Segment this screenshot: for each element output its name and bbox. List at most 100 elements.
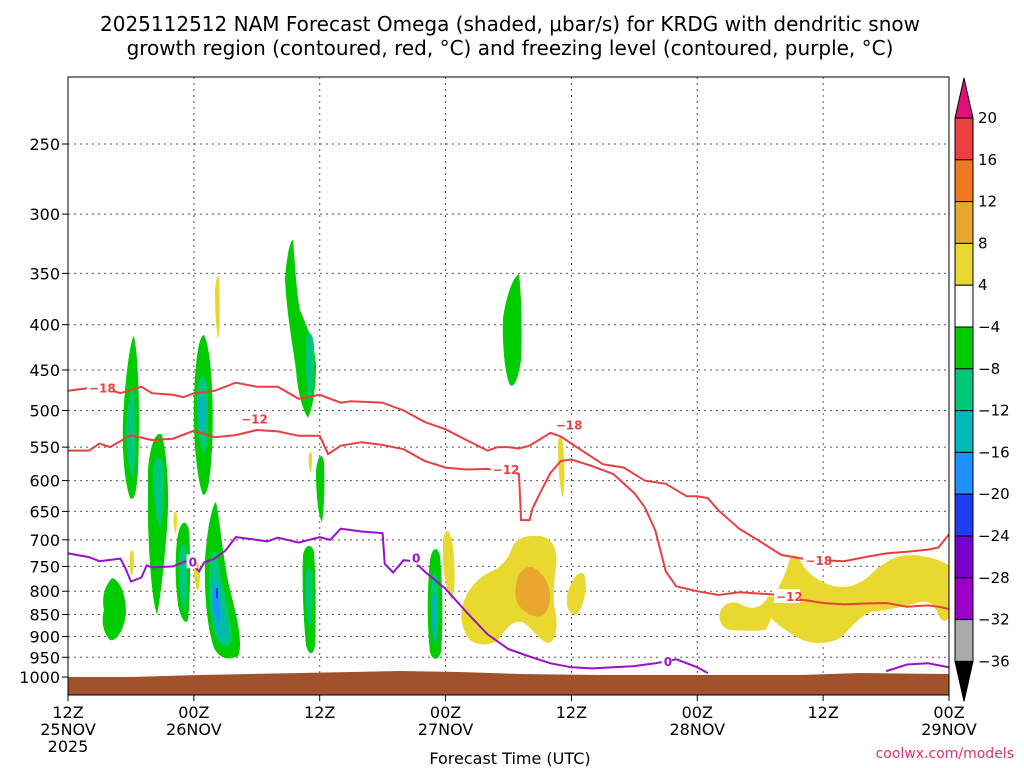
omega-blob [129,550,134,576]
omega-blob [443,531,455,600]
contour-label: −18 [89,381,116,395]
y-tick-label: 700 [29,531,60,550]
y-tick-label: 350 [29,264,60,283]
y-tick-label: 300 [29,205,60,224]
terrain-surface [68,671,949,695]
colorbar-tick-label: −36 [978,652,1010,670]
colorbar-tick-label: −28 [978,569,1010,587]
omega-core [153,456,164,528]
colorbar-tick-label: −4 [978,318,1000,336]
y-tick-label: 450 [29,361,60,380]
contour-label-bg [661,654,672,669]
contour-label: 0 [412,552,420,566]
contour-label-bg [773,588,800,603]
omega-blob [102,578,126,641]
x-tick-label: 00Z [682,703,713,722]
contour--18 [68,381,949,563]
omega-core [213,588,221,622]
y-tick-label: 500 [29,402,60,421]
omega-core [515,566,551,617]
omega-shading [102,240,949,659]
y-tick-label: 1000 [19,668,60,687]
colorbar-tick-label: −20 [978,485,1010,503]
y-tick-label: 900 [29,627,60,646]
x-tick-label: 29NOV [921,720,977,739]
colorbar-swatch [954,326,974,370]
omega-blob [173,511,177,534]
y-axis: 250 300 350 400 450 500 550 600 650 700 750 800 850 9… [19,135,68,687]
omega-blob [461,535,557,645]
colorbar-tick-label: 8 [978,234,988,252]
colorbar-swatch [954,577,974,621]
colorbar-swatch [954,159,974,203]
contour-label-bg [239,411,266,426]
omega-blob [768,555,949,643]
colorbar-swatch [954,368,974,412]
omega-blob [567,573,586,615]
colorbar-swatch [954,410,974,453]
y-tick-label: 550 [29,438,60,457]
colorbar-swatch [954,451,974,495]
omega-blob [502,274,522,386]
contour-label: −12 [241,413,268,427]
omega-core [126,389,136,477]
credit-label[interactable]: coolwx.com/models [876,746,1014,762]
x-tick-label: 28NOV [669,720,725,739]
x-tick-label: 12Z [304,703,335,722]
contour-label: −12 [493,463,520,477]
x-tick-label: 12Z [807,703,838,722]
contour-label: −18 [805,554,832,568]
colorbar-tick-label: −8 [978,360,1000,378]
y-tick-label: 800 [29,582,60,601]
y-tick-label: 250 [29,135,60,154]
contour-label-bg [553,417,580,432]
y-tick-label: 950 [29,648,60,667]
colorbar: 20 16 12 8 4 −4 −8 −12 −16 −20 −24 −28 −32 −36 [954,77,1010,702]
contour-0b [885,662,949,673]
omega-core [216,588,218,598]
colorbar-tick-label: −16 [978,443,1010,461]
x-tick-label: 00Z [933,703,964,722]
omega-blob [558,437,565,498]
omega-core [431,595,437,642]
y-tick-label: 600 [29,472,60,491]
colorbar-swatch [954,117,974,161]
plot-frame [67,76,950,696]
y-tick-label: 650 [29,502,60,521]
colorbar-top-arrow [954,77,974,119]
omega-blob [215,275,220,338]
x-tick-label: 00Z [178,703,209,722]
colorbar-tick-label: 4 [978,276,988,294]
omega-core [305,567,313,628]
x-tick-label: 2025 [48,737,89,756]
x-tick-label: 25NOV [40,720,96,739]
colorbar-swatch [954,242,974,286]
contour-label-bg [803,553,830,568]
colorbar-tick-label: 20 [978,109,997,127]
y-tick-label: 750 [29,557,60,576]
contour-label-bg [490,462,517,477]
x-axis-label: Forecast Time (UTC) [429,749,590,768]
x-tick-label: 00Z [430,703,461,722]
contour-label: 0 [189,555,197,569]
chart-title-line2: growth region (contoured, red, °C) and f… [127,36,894,60]
x-tick-label: 12Z [556,703,587,722]
colorbar-tick-label: −12 [978,402,1010,420]
colorbar-swatch [954,493,974,537]
contour-label: 0 [664,655,672,669]
colorbar-swatch [954,201,974,244]
y-tick-label: 400 [29,316,60,335]
colorbar-swatch [954,284,974,328]
contour-0 [68,527,709,674]
contour-label-bg [186,554,197,569]
colorbar-tick-label: 12 [978,193,997,211]
colorbar-swatch [954,535,974,579]
x-tick-label: 26NOV [166,720,222,739]
omega-blob [719,596,774,631]
gridlines [68,77,949,695]
contour-label-bg [410,550,421,565]
omega-blob [316,456,325,522]
contour-label: −18 [556,419,583,433]
contour-lines: −18 −18 −18 −12 −12 −12 0 0 0 [68,380,949,674]
